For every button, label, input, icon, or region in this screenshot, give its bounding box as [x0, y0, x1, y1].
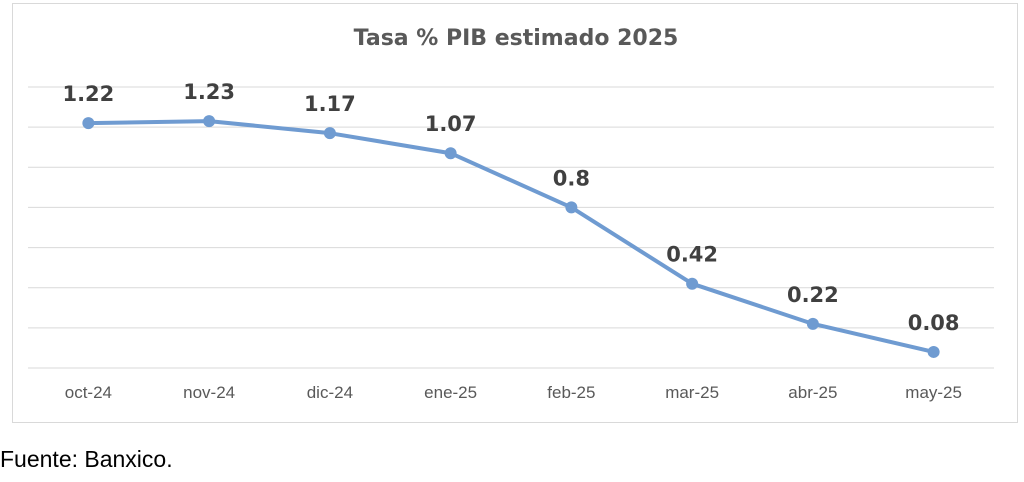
- chart-title: Tasa % PIB estimado 2025: [353, 26, 679, 51]
- source-note: Fuente: Banxico.: [0, 446, 173, 472]
- data-point: [927, 345, 940, 358]
- x-tick-label: ene-25: [424, 383, 477, 402]
- data-point: [565, 201, 578, 214]
- x-tick-label: mar-25: [665, 383, 719, 402]
- data-point: [323, 127, 336, 140]
- data-label: 0.22: [787, 283, 839, 307]
- line-chart: oct-24 nov-24 dic-24 ene-25 feb-25 mar-25 abr-…: [28, 80, 994, 402]
- series-line: [86, 119, 936, 354]
- data-point: [82, 117, 95, 130]
- data-point: [203, 115, 216, 128]
- data-label: 0.08: [908, 311, 960, 335]
- data-point: [444, 147, 457, 160]
- x-tick-label: feb-25: [547, 383, 595, 402]
- data-label: 0.42: [666, 243, 718, 267]
- chart-frame: Tasa % PIB estimado 2025: [12, 3, 1018, 423]
- x-tick-label: dic-24: [307, 383, 353, 402]
- data-point: [686, 277, 699, 290]
- x-tick-label: abr-25: [788, 383, 837, 402]
- x-tick-label: oct-24: [65, 383, 112, 402]
- data-label: 1.07: [425, 112, 477, 136]
- data-label: 1.22: [62, 82, 114, 106]
- data-label: 1.23: [183, 80, 235, 104]
- x-tick-label: may-25: [905, 383, 962, 402]
- data-point: [806, 317, 819, 330]
- data-label: 0.8: [553, 166, 590, 190]
- data-label: 1.17: [304, 92, 356, 116]
- x-tick-label: nov-24: [183, 383, 235, 402]
